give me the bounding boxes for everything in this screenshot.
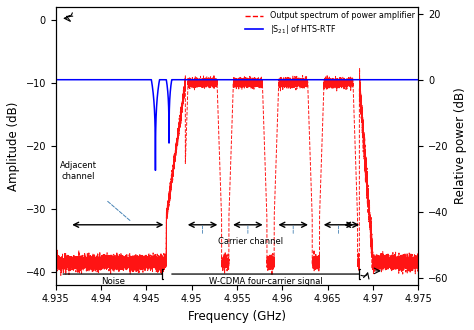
|S$_{21}$| of HTS-RTF (284, 78, 290, 82)
|S$_{21}$| of HTS-RTF (53, 78, 59, 82)
Output spectrum of power amplifier (53, 262, 59, 266)
Output spectrum of power amplifier (368, 225, 374, 229)
Text: Noise: Noise (101, 277, 125, 285)
Output spectrum of power amplifier (415, 256, 421, 260)
|S$_{21}$| of HTS-RTF (153, 168, 158, 172)
Output spectrum of power amplifier (284, 80, 290, 84)
|S$_{21}$| of HTS-RTF (378, 78, 384, 82)
|S$_{21}$| of HTS-RTF (410, 78, 416, 82)
Line: Output spectrum of power amplifier: Output spectrum of power amplifier (56, 69, 418, 276)
|S$_{21}$| of HTS-RTF (216, 78, 222, 82)
Text: Adjacent
channel: Adjacent channel (60, 161, 97, 181)
Legend: Output spectrum of power amplifier, |S$_{21}$| of HTS-RTF: Output spectrum of power amplifier, |S$_… (242, 8, 418, 40)
Output spectrum of power amplifier (357, 67, 363, 71)
Output spectrum of power amplifier (216, 131, 221, 135)
|S$_{21}$| of HTS-RTF (415, 78, 421, 82)
Y-axis label: Amplitude (dB): Amplitude (dB) (7, 101, 20, 190)
Line: |S$_{21}$| of HTS-RTF: |S$_{21}$| of HTS-RTF (56, 80, 418, 170)
Output spectrum of power amplifier (410, 261, 416, 265)
|S$_{21}$| of HTS-RTF (368, 78, 374, 82)
Y-axis label: Relative power (dB): Relative power (dB) (454, 87, 467, 204)
Output spectrum of power amplifier (378, 256, 384, 260)
Output spectrum of power amplifier (269, 274, 275, 278)
Text: W-CDMA four-carrier signal: W-CDMA four-carrier signal (209, 277, 323, 285)
|S$_{21}$| of HTS-RTF (415, 78, 420, 82)
Text: Carrier channel: Carrier channel (218, 237, 283, 247)
Output spectrum of power amplifier (415, 252, 420, 256)
X-axis label: Frequency (GHz): Frequency (GHz) (188, 310, 286, 323)
